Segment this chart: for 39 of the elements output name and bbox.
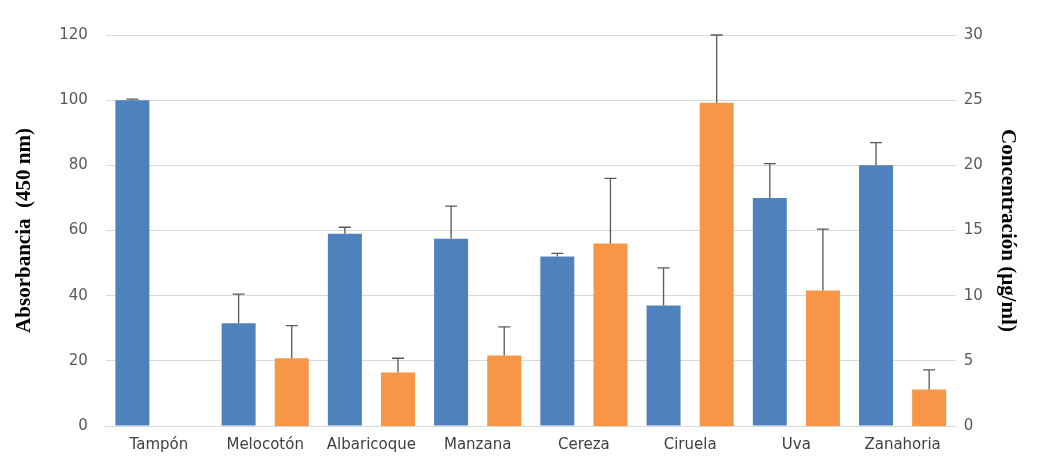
- y-axis-title: Absorbancia (450 nm): [11, 128, 36, 333]
- y2-tick-label: 5: [963, 350, 974, 369]
- bar: [859, 165, 894, 426]
- bar: [540, 256, 575, 426]
- x-tick-label: Uva: [781, 434, 811, 453]
- bar: [646, 305, 681, 426]
- x-tick-label: Manzana: [443, 434, 512, 453]
- y2-tick-label: 10: [963, 285, 983, 304]
- bar: [805, 290, 840, 426]
- bar: [487, 355, 522, 426]
- y-tick-label: 0: [78, 415, 88, 434]
- x-tick-label: Melocotón: [226, 434, 304, 453]
- bar: [380, 372, 415, 426]
- y2-tick-label: 20: [963, 155, 983, 174]
- y2-tick-label: 25: [963, 90, 983, 109]
- bar: [434, 238, 469, 426]
- x-tick-label: Tampón: [128, 434, 189, 453]
- bar: [699, 102, 734, 426]
- x-tick-label: Ciruela: [663, 434, 717, 453]
- y2-axis-title: Concentración (µg/ml): [996, 129, 1021, 332]
- y-tick-label: 40: [68, 285, 88, 304]
- y-tick-label: 20: [68, 350, 88, 369]
- y2-tick-label: 0: [963, 415, 974, 434]
- bar: [593, 243, 628, 426]
- bar: [752, 197, 787, 426]
- bar: [115, 100, 150, 426]
- bar: [221, 323, 256, 426]
- bar: [327, 233, 362, 426]
- y2-tick-label: 15: [963, 220, 983, 239]
- y2-tick-label: 30: [963, 24, 983, 43]
- x-tick-label: Cereza: [557, 434, 610, 453]
- bar: [912, 389, 947, 426]
- y-tick-label: 80: [68, 155, 88, 174]
- y-tick-label: 60: [68, 220, 88, 239]
- y-tick-label: 100: [59, 90, 88, 109]
- x-tick-label: Albaricoque: [326, 434, 416, 453]
- y-tick-label: 120: [59, 24, 88, 43]
- bar: [274, 358, 309, 426]
- x-tick-label: Zanahoria: [864, 434, 941, 453]
